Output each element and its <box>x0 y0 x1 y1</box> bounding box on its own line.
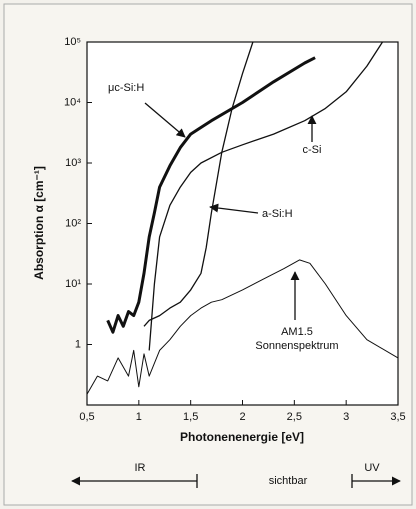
annotation: c-Si <box>303 144 322 156</box>
y-tick-label: 10² <box>65 217 81 229</box>
line <box>143 41 254 327</box>
annotation: Sonnenspektrum <box>255 340 338 352</box>
x-tick-label: 0,5 <box>79 411 94 423</box>
line <box>106 56 316 334</box>
annotation: μc-Si:H <box>108 82 144 94</box>
x-tick-label: 2,5 <box>287 411 302 423</box>
x-axis-label: Photonenenergie [eV] <box>180 430 304 444</box>
annotation: sichtbar <box>269 475 308 487</box>
annotation: AM1.5 <box>281 326 313 338</box>
line <box>86 259 399 395</box>
y-tick-label: 1 <box>75 338 81 350</box>
x-tick-label: 1 <box>136 411 142 423</box>
arrow <box>209 203 259 214</box>
x-tick-label: 1,5 <box>183 411 198 423</box>
y-tick-label: 10⁴ <box>64 96 81 108</box>
y-tick-label: 10¹ <box>65 278 81 290</box>
x-tick-label: 3,5 <box>390 411 405 423</box>
annotation: UV <box>364 462 380 474</box>
arrow <box>144 102 186 138</box>
annotation: IR <box>135 462 146 474</box>
x-tick-label: 3 <box>343 411 349 423</box>
annotation: a-Si:H <box>262 208 293 220</box>
y-tick-label: 10³ <box>65 157 81 169</box>
y-tick-label: 10⁵ <box>64 36 81 48</box>
x-tick-label: 2 <box>239 411 245 423</box>
y-axis-label: Absorption α [cm⁻¹] <box>32 166 46 280</box>
